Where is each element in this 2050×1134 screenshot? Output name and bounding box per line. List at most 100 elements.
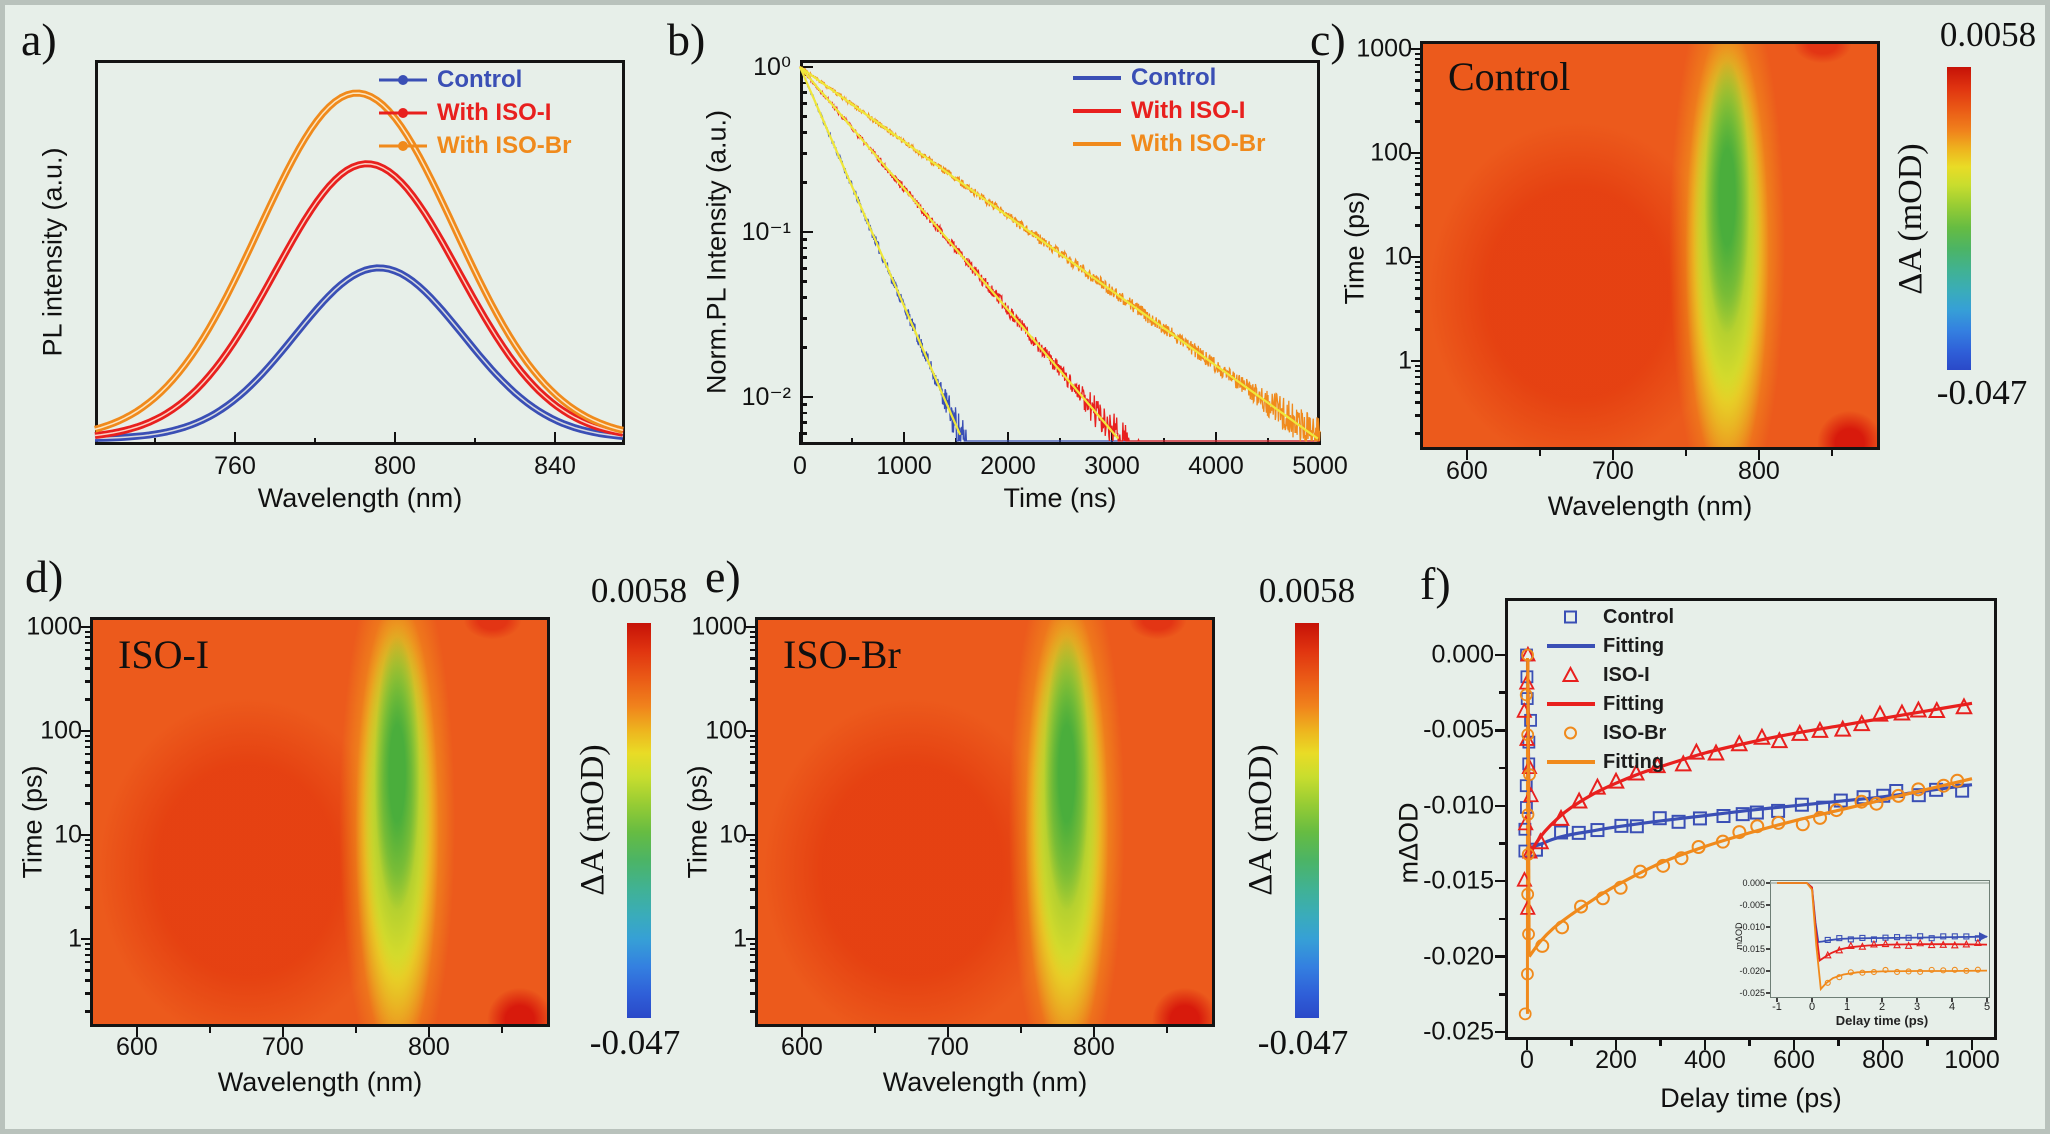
y-tick-label: -0.025 (1423, 1017, 1494, 1046)
x-minor-tick (1019, 1027, 1023, 1033)
panel-d-x-axis-label: Wavelength (nm) (217, 1067, 423, 1097)
inset-y-tick-label: 0.000 (1742, 878, 1765, 888)
x-minor-tick (1266, 438, 1270, 445)
y-tick (81, 833, 90, 837)
y-minor-tick (800, 238, 807, 241)
y-minor-tick (800, 115, 807, 118)
y-minor-tick (1415, 287, 1420, 290)
y-minor-tick (85, 992, 90, 995)
y-minor-tick (750, 979, 755, 982)
y-minor-tick (800, 81, 807, 85)
colorbar-d-axis-label: ΔA (mOD) (574, 744, 611, 896)
x-minor-tick (954, 438, 958, 445)
y-tick-label: 100 (705, 716, 747, 745)
y-minor-tick (750, 667, 755, 670)
x-minor-tick (1538, 450, 1542, 456)
legend-item-label: ISO-I (1603, 663, 1650, 686)
x-tick-label: 760 (214, 452, 256, 480)
y-minor-tick (1415, 89, 1420, 92)
y-minor-tick (85, 960, 90, 964)
panel-e-x-axis-label: Wavelength (nm) (882, 1067, 1088, 1097)
y-tick-label: 10⁻² (741, 383, 791, 411)
y-minor-tick (1415, 375, 1420, 379)
y-minor-tick (800, 181, 807, 184)
y-minor-tick (800, 256, 807, 259)
y-minor-tick (1415, 391, 1420, 394)
legend-item: Fitting (1545, 750, 1674, 774)
y-minor-tick (1415, 120, 1420, 123)
inset-x-tick (1846, 998, 1848, 1002)
x-tick (281, 1027, 285, 1037)
heatmap-control-title: Control (1448, 54, 1571, 99)
x-tick-label: 840 (534, 452, 576, 480)
inset-y-tick-label: -0.015 (1739, 944, 1765, 954)
x-tick (553, 432, 557, 445)
y-minor-tick (800, 296, 807, 299)
panel-e-label: e) (705, 551, 741, 602)
panel-b-x-axis-label: Time (ns) (1003, 483, 1117, 513)
y-minor-tick (750, 739, 755, 743)
heatmap-iso-i (90, 617, 550, 1027)
y-minor-tick (1415, 260, 1420, 263)
legend-item: Control (1545, 605, 1674, 629)
y-minor-tick (800, 73, 807, 76)
legend-line-icon (1071, 69, 1123, 87)
y-minor-tick (1415, 297, 1420, 300)
inset-plot-box (1770, 880, 1990, 998)
y-tick (1411, 47, 1420, 51)
inset-y-tick-label: -0.025 (1739, 988, 1765, 998)
y-minor-tick (750, 960, 755, 964)
x-minor-tick (313, 438, 317, 445)
y-minor-tick (750, 635, 755, 639)
x-tick-label: 0 (793, 452, 807, 480)
y-minor-tick (1499, 691, 1505, 694)
y-minor-tick (800, 317, 807, 320)
y-minor-tick (85, 657, 90, 660)
x-minor-tick (1830, 450, 1834, 456)
x-minor-tick (208, 1027, 212, 1033)
legend-item: Fitting (1545, 692, 1674, 716)
x-tick (1465, 450, 1469, 460)
y-minor-tick (85, 979, 90, 982)
y-minor-tick (1415, 167, 1420, 171)
y-tick-label: 10 (54, 820, 82, 849)
legend-triangle-icon (1545, 665, 1597, 684)
panel-b-label: b) (667, 14, 706, 65)
inset-y-tick (1766, 970, 1770, 972)
x-minor-tick (850, 438, 854, 445)
x-tick-label: 400 (1684, 1046, 1726, 1074)
y-minor-tick (800, 131, 807, 134)
y-tick-label: -0.015 (1423, 866, 1494, 895)
y-minor-tick (85, 906, 90, 909)
inset-x-tick (1881, 998, 1883, 1002)
inset-x-tick-label: 0 (1808, 1001, 1816, 1013)
y-minor-tick (750, 969, 755, 972)
colorbar-e-axis-label: ΔA (mOD) (1242, 744, 1279, 896)
legend-marker-glyph (1564, 726, 1577, 740)
legend-item-label: Fitting (1603, 634, 1665, 657)
legend-line-icon (1071, 102, 1123, 120)
y-minor-tick (85, 875, 90, 878)
y-tick (1411, 151, 1420, 155)
y-minor-tick (85, 667, 90, 670)
colorbar-c (1947, 67, 1971, 370)
x-minor-tick (153, 438, 157, 445)
inset-x-tick-label: 5 (1983, 1001, 1991, 1013)
y-minor-tick (750, 761, 755, 764)
inset-y-tick-label: -0.005 (1739, 900, 1765, 910)
y-minor-tick (1415, 79, 1420, 82)
legend-item-label: With ISO-I (1131, 97, 1246, 124)
legend-marker-glyph (1547, 644, 1595, 648)
colorbar-e-max-label: 0.0058 (1258, 571, 1356, 610)
inset-y-tick (1766, 882, 1770, 884)
inset-x-tick (1776, 998, 1778, 1002)
panel-a-x-axis-label: Wavelength (nm) (257, 483, 463, 513)
y-minor-tick (750, 888, 755, 891)
y-minor-tick (750, 784, 755, 787)
legend-marker-glyph (1547, 702, 1595, 706)
panel-f-plot-box (1505, 598, 1997, 1040)
y-tick (1411, 359, 1420, 363)
y-minor-tick (1415, 432, 1420, 435)
x-tick (1614, 1040, 1618, 1050)
